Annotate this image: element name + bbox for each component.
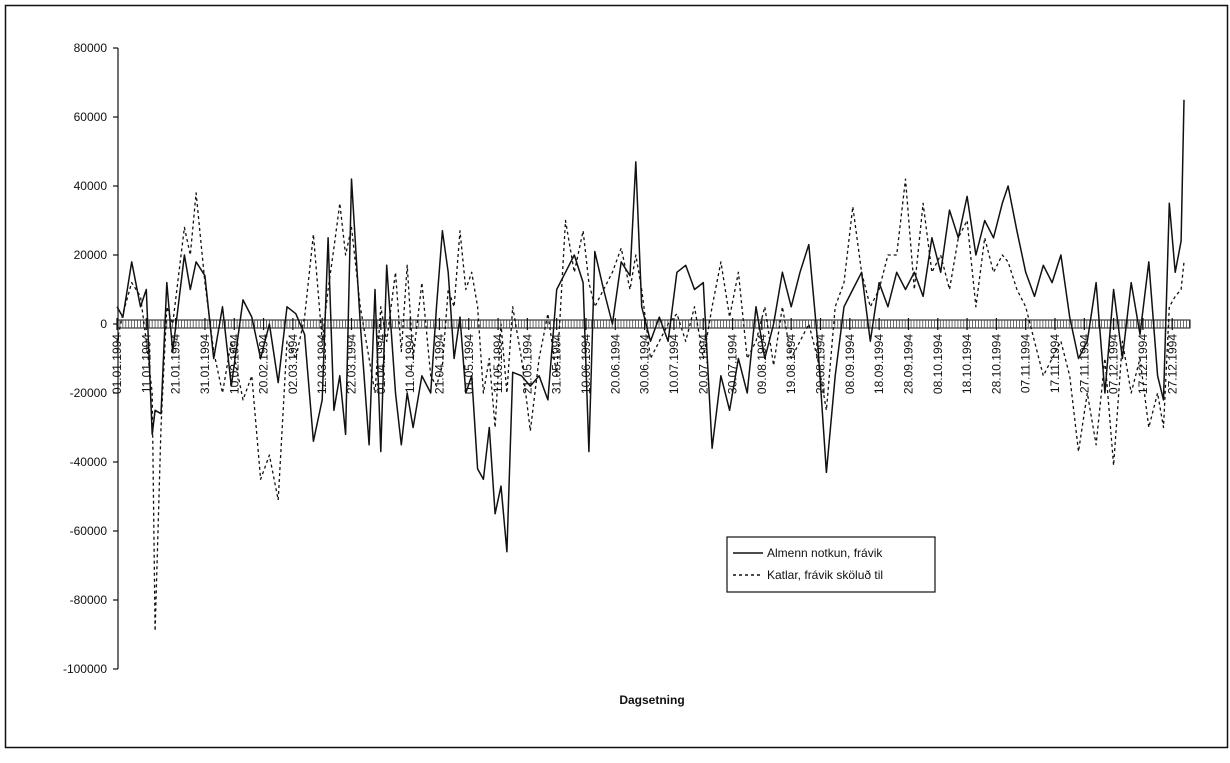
y-tick-label: -20000 <box>70 386 108 400</box>
x-tick-label: 31.01.1994 <box>198 334 212 394</box>
x-tick-label: 28.09.1994 <box>901 334 915 394</box>
series-line <box>116 178 1185 632</box>
legend-box <box>726 536 936 593</box>
x-tick-label: 11.01.1994 <box>139 334 153 393</box>
x-tick-label: 01.01.1994 <box>110 334 124 394</box>
y-tick-label: 60000 <box>74 110 108 124</box>
x-tick-label: 27.11.1994 <box>1077 334 1091 393</box>
x-tick-label: 27.12.1994 <box>1165 334 1179 394</box>
x-tick-label: 10.07.1994 <box>667 334 681 394</box>
chart-frame <box>4 4 1229 749</box>
y-tick-label: -80000 <box>70 593 108 607</box>
legend-label: Katlar, frávik sköluð til <box>767 568 883 582</box>
x-tick-label: 02.03.1994 <box>286 334 300 394</box>
x-tick-label: 07.12.1994 <box>1107 334 1121 394</box>
x-tick-label: 20.02.1994 <box>257 334 271 394</box>
x-tick-label: 11.05.1994 <box>491 334 505 393</box>
x-tick-label: 08.10.1994 <box>931 334 945 394</box>
x-tick-label: 19.08.1994 <box>784 334 798 394</box>
x-tick-label: 12.03.1994 <box>315 334 329 394</box>
x-tick-label: 21.05.1994 <box>520 334 534 394</box>
x-axis-title: Dagsetning <box>619 693 684 707</box>
x-tick-label: 11.04.1994 <box>403 334 417 393</box>
x-tick-label: 21.01.1994 <box>169 334 183 394</box>
x-tick-label: 09.08.1994 <box>755 334 769 394</box>
x-tick-label: 18.10.1994 <box>960 334 974 394</box>
y-tick-label: 80000 <box>74 41 108 55</box>
y-tick-label: 20000 <box>74 248 108 262</box>
x-tick-label: 28.10.1994 <box>989 334 1003 394</box>
x-tick-label: 30.07.1994 <box>726 334 740 394</box>
y-tick-label: -60000 <box>70 524 108 538</box>
x-tick-label: 17.11.1994 <box>1048 334 1062 393</box>
x-tick-label: 20.06.1994 <box>608 334 622 394</box>
x-tick-label: 17.12.1994 <box>1136 334 1150 394</box>
y-tick-label: 40000 <box>74 179 108 193</box>
x-tick-label: 18.09.1994 <box>872 334 886 394</box>
x-tick-label: 29.08.1994 <box>814 334 828 394</box>
y-tick-label: -40000 <box>70 455 108 469</box>
y-tick-label: -100000 <box>63 662 107 676</box>
x-tick-label: 07.11.1994 <box>1019 334 1033 393</box>
x-tick-label: 31.05.1994 <box>550 334 564 394</box>
series-line <box>116 99 1185 553</box>
x-tick-label: 21.04.1994 <box>432 334 446 394</box>
y-tick-label: 0 <box>100 317 107 331</box>
x-tick-label: 30.06.1994 <box>638 334 652 394</box>
x-tick-label: 08.09.1994 <box>843 334 857 394</box>
legend-label: Almenn notkun, frávik <box>767 546 883 560</box>
